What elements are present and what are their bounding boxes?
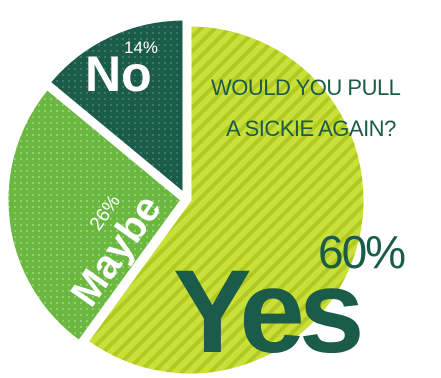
slice-label-yes-pct: 60% [318,226,405,278]
slice-label-no-pct: 14% [124,38,158,57]
slice-label-no: No [85,46,152,102]
chart-title-line-1: WOULD YOU PULL [211,75,401,100]
slice-label-yes: Yes [173,246,360,378]
chart-title-line-2: A SICKIE AGAIN? [226,116,396,141]
pie-slice-no [47,17,186,198]
pie-slice-yes [85,23,367,377]
pie-slice-maybe [5,86,185,344]
